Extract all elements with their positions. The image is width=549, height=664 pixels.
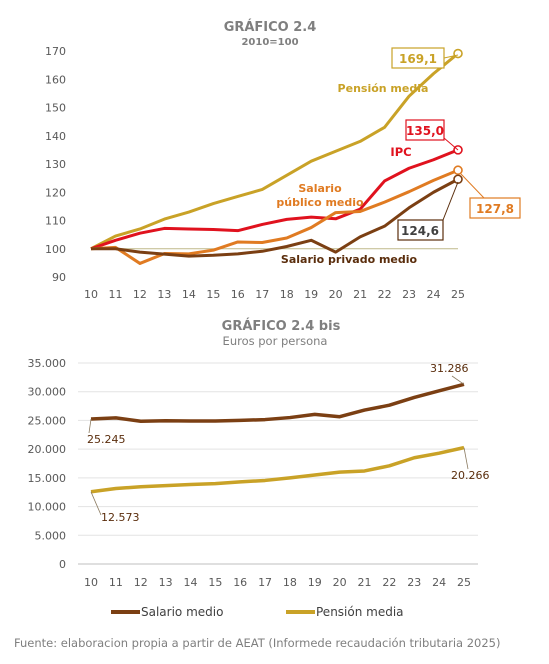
series-line-salario-privado-medio: [91, 177, 459, 258]
chart2-title: GRÁFICO 2.4 bis: [222, 318, 341, 334]
x-tick-label: 11: [109, 576, 123, 589]
start-label-salario: 25.245: [87, 433, 126, 446]
y-tick-label: 15.000: [28, 472, 67, 485]
end-label-pension: 20.266: [451, 469, 490, 482]
x-tick-label: 15: [206, 288, 220, 301]
x-tick-label: 20: [329, 288, 343, 301]
x-tick-label: 22: [378, 288, 392, 301]
series-label-salario-privado: Salario privado medio: [281, 253, 418, 266]
x-tick-label: 12: [133, 288, 147, 301]
end-label-pension: 169,1: [399, 52, 437, 66]
leader-line: [88, 418, 92, 434]
x-tick-label: 24: [432, 576, 446, 589]
x-tick-label: 15: [208, 576, 222, 589]
y-tick-label: 160: [45, 73, 66, 86]
series-label-ipc: IPC: [390, 145, 411, 159]
x-tick-label: 16: [231, 288, 245, 301]
x-tick-label: 25: [451, 288, 465, 301]
x-tick-label: 23: [407, 576, 421, 589]
start-label-pension: 12.573: [101, 511, 140, 524]
x-tick-label: 10: [84, 288, 98, 301]
y-tick-label: 20.000: [28, 443, 67, 456]
source-note: Fuente: elaboracion propia a partir de A…: [14, 636, 501, 650]
x-tick-label: 14: [182, 288, 196, 301]
y-tick-label: 170: [45, 45, 66, 58]
x-tick-label: 13: [159, 576, 173, 589]
y-tick-label: 30.000: [28, 386, 67, 399]
y-tick-label: 100: [45, 243, 66, 256]
x-tick-label: 12: [134, 576, 148, 589]
y-tick-label: 110: [45, 215, 66, 228]
leader-line: [90, 491, 102, 516]
x-tick-label: 14: [183, 576, 197, 589]
x-tick-label: 21: [353, 288, 367, 301]
y-tick-label: 90: [52, 271, 66, 284]
x-tick-label: 11: [108, 288, 122, 301]
end-label-salario: 31.286: [430, 362, 469, 375]
x-tick-label: 16: [233, 576, 247, 589]
chart1-title: GRÁFICO 2.4: [224, 19, 317, 35]
y-tick-label: 0: [59, 558, 66, 571]
x-tick-label: 17: [255, 288, 269, 301]
series-label-salario-publico-2: público medio: [276, 196, 364, 209]
series-label-pension: Pensión media: [338, 82, 429, 95]
x-tick-label: 22: [382, 576, 396, 589]
series-line-salario-publico-medio: [90, 168, 459, 265]
x-tick-label: 18: [283, 576, 297, 589]
y-tick-label: 150: [45, 102, 66, 115]
leader-line: [451, 375, 465, 385]
legend-label-pension: Pensión media: [316, 605, 404, 619]
end-marker-pension-media: [453, 48, 463, 59]
series-label-salario-publico-1: Salario: [298, 182, 342, 195]
end-marker-salario-publico-medio: [453, 165, 463, 176]
end-label-salario-publico: 127,8: [476, 202, 514, 216]
x-tick-label: 10: [84, 576, 98, 589]
y-tick-label: 10.000: [28, 501, 67, 514]
x-tick-label: 13: [157, 288, 171, 301]
chart2-subtitle: Euros por persona: [223, 334, 328, 348]
y-tick-label: 25.000: [28, 414, 67, 427]
legend-label-salario: Salario medio: [141, 605, 223, 619]
x-tick-label: 25: [457, 576, 471, 589]
y-tick-label: 120: [45, 186, 66, 199]
series-line-ipc: [90, 148, 459, 251]
end-label-salario-privado: 124,6: [401, 224, 439, 238]
x-tick-label: 23: [402, 288, 416, 301]
x-tick-label: 18: [280, 288, 294, 301]
series-line-pension-media: [90, 445, 465, 494]
chart1-subtitle: 2010=100: [241, 37, 298, 48]
x-tick-label: 19: [304, 288, 318, 301]
x-tick-label: 21: [358, 576, 372, 589]
y-tick-label: 5.000: [35, 529, 67, 542]
chart-2-4-bis: GRÁFICO 2.4 bis Euros por persona 0 5.000…: [28, 318, 490, 619]
y-tick-label: 130: [45, 158, 66, 171]
end-label-ipc: 135,0: [406, 124, 444, 138]
leader-line: [463, 447, 469, 470]
series-line-pension-media: [90, 52, 459, 251]
x-tick-label: 19: [308, 576, 322, 589]
x-tick-label: 17: [258, 576, 272, 589]
x-tick-label: 20: [333, 576, 347, 589]
legend: Salario medio Pensión media: [111, 605, 404, 619]
series-line-salario-medio: [90, 382, 465, 424]
chart-2-4: GRÁFICO 2.4 2010=100 90 100 110 120 130 140 15…: [45, 19, 521, 301]
y-tick-label: 140: [45, 130, 66, 143]
y-tick-label: 35.000: [28, 357, 67, 370]
x-tick-label: 24: [427, 288, 441, 301]
